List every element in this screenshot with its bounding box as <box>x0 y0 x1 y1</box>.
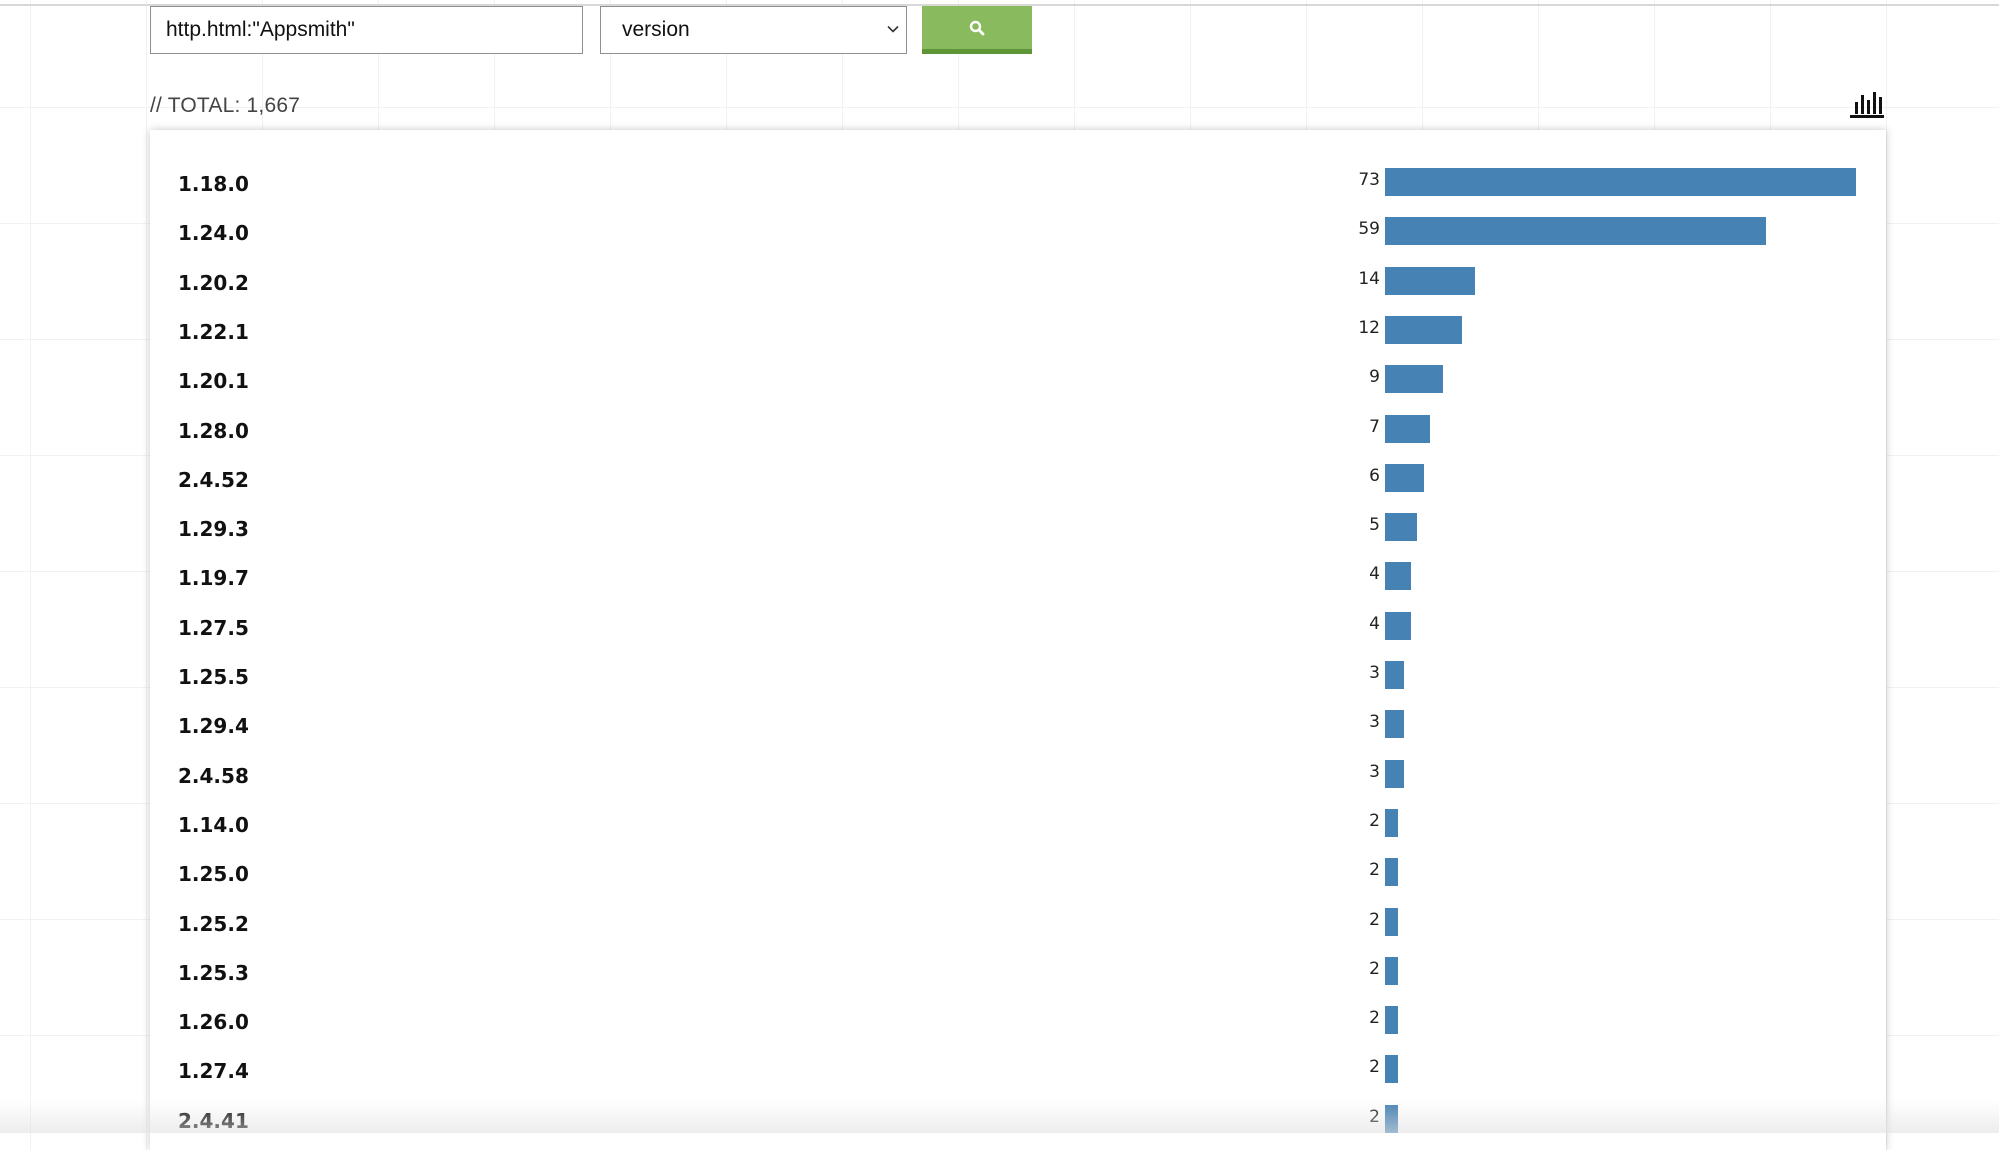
facet-row[interactable]: 1.18.0 73 <box>150 157 1886 206</box>
facet-row[interactable]: 1.25.3 2 <box>150 946 1886 995</box>
facet-row-bar <box>1385 217 1766 246</box>
facet-row-bar <box>1385 1055 1398 1084</box>
facet-row-count: 3 <box>1369 712 1380 733</box>
facet-row-label[interactable]: 1.29.4 <box>178 714 249 739</box>
facet-row-bar <box>1385 365 1443 394</box>
facet-row-bar <box>1385 562 1411 591</box>
facet-row-count: 5 <box>1369 515 1380 536</box>
facet-row-bar <box>1385 661 1404 689</box>
facet-row[interactable]: 1.24.0 59 <box>150 206 1886 255</box>
facet-row-count: 4 <box>1369 613 1380 634</box>
facet-row[interactable]: 1.25.2 2 <box>150 897 1886 946</box>
total-count: // TOTAL: 1,667 <box>150 94 301 117</box>
facet-row[interactable]: 1.22.1 12 <box>150 305 1886 354</box>
facet-row[interactable]: 1.27.4 2 <box>150 1044 1886 1093</box>
facet-row[interactable]: 1.29.4 3 <box>150 699 1886 748</box>
facet-row-count: 2 <box>1369 909 1380 930</box>
facet-row-count: 14 <box>1358 268 1380 289</box>
facet-row-bar <box>1385 1006 1398 1035</box>
facet-row-count: 2 <box>1369 958 1380 979</box>
facet-row[interactable]: 1.14.0 2 <box>150 798 1886 847</box>
facet-row-bar <box>1385 168 1856 196</box>
facet-row-count: 3 <box>1369 761 1380 782</box>
facet-row[interactable]: 1.27.5 4 <box>150 601 1886 650</box>
facet-row-label[interactable]: 1.18.0 <box>178 172 249 196</box>
facet-row-label[interactable]: 1.24.0 <box>178 221 249 246</box>
facet-row-count: 59 <box>1358 219 1380 240</box>
facet-row-count: 7 <box>1369 416 1380 437</box>
magnifier-icon <box>969 20 985 36</box>
facet-row-label[interactable]: 1.25.3 <box>178 960 249 985</box>
facet-row[interactable]: 1.25.5 3 <box>150 650 1886 699</box>
facet-row-count: 2 <box>1369 810 1380 831</box>
top-divider <box>0 4 1999 6</box>
facet-row-count: 9 <box>1369 367 1380 388</box>
facet-row-count: 12 <box>1358 317 1380 338</box>
facet-row-label[interactable]: 1.19.7 <box>178 566 249 591</box>
facet-row-label[interactable]: 2.4.41 <box>178 1108 249 1133</box>
facet-row-bar <box>1385 1104 1398 1133</box>
search-input[interactable] <box>150 6 583 54</box>
facet-row-count: 73 <box>1358 170 1380 190</box>
facet-row-label[interactable]: 1.26.0 <box>178 1010 249 1035</box>
facet-row-bar <box>1385 266 1475 295</box>
facet-row-bar <box>1385 858 1398 887</box>
facet-row[interactable]: 1.20.1 9 <box>150 354 1886 403</box>
search-button[interactable] <box>922 6 1032 54</box>
facet-row-label[interactable]: 2.4.52 <box>178 467 249 492</box>
facet-row[interactable]: 1.29.3 5 <box>150 502 1886 551</box>
facet-row-count: 2 <box>1369 1057 1380 1078</box>
facet-row[interactable]: 2.4.58 3 <box>150 749 1886 798</box>
facet-row-count: 2 <box>1369 860 1380 881</box>
facet-row[interactable]: 2.4.41 2 <box>150 1094 1886 1143</box>
facet-results-panel: 1.18.0 73 1.24.0 59 1.20.2 14 1.22.1 12 1.20.1 9 1… <box>150 130 1886 1150</box>
facet-row-count: 2 <box>1369 1106 1380 1127</box>
facet-row-bar <box>1385 463 1424 492</box>
facet-row-label[interactable]: 1.25.2 <box>178 911 249 936</box>
facet-row-label[interactable]: 1.22.1 <box>178 319 249 344</box>
facet-row-label[interactable]: 1.25.0 <box>178 862 249 887</box>
facet-row[interactable]: 2.4.52 6 <box>150 453 1886 502</box>
facet-row-bar <box>1385 956 1398 985</box>
facet-row-bar <box>1385 611 1411 640</box>
facet-row-label[interactable]: 2.4.58 <box>178 763 249 788</box>
facet-row[interactable]: 1.19.7 4 <box>150 551 1886 600</box>
facet-row[interactable]: 1.20.2 14 <box>150 256 1886 305</box>
facet-row-bar <box>1385 414 1430 443</box>
facet-row-label[interactable]: 1.25.5 <box>178 665 249 689</box>
facet-row-count: 6 <box>1369 465 1380 486</box>
facet-row-label[interactable]: 1.20.2 <box>178 270 249 295</box>
facet-row-bar <box>1385 759 1404 788</box>
facet-row[interactable]: 1.28.0 7 <box>150 404 1886 453</box>
facet-row-bar <box>1385 710 1404 739</box>
facet-row-label[interactable]: 1.28.0 <box>178 418 249 443</box>
facet-row-bar <box>1385 315 1462 344</box>
facet-row-label[interactable]: 1.27.5 <box>178 615 249 640</box>
facet-row-bar <box>1385 808 1398 837</box>
facet-row-bar <box>1385 907 1398 936</box>
facet-row-bar <box>1385 513 1417 542</box>
facet-row-label[interactable]: 1.29.3 <box>178 517 249 542</box>
facet-row[interactable]: 1.25.0 2 <box>150 847 1886 896</box>
facet-select[interactable]: version <box>600 6 907 54</box>
facet-row-label[interactable]: 1.27.4 <box>178 1059 249 1084</box>
facet-row-label[interactable]: 1.20.1 <box>178 369 249 394</box>
chevron-down-icon <box>887 25 899 33</box>
facet-row-count: 4 <box>1369 564 1380 585</box>
facet-row[interactable]: 1.26.0 2 <box>150 995 1886 1044</box>
facet-row-count: 2 <box>1369 1008 1380 1029</box>
facet-row-count: 3 <box>1369 663 1380 683</box>
facet-row-label[interactable]: 1.14.0 <box>178 812 249 837</box>
bar-chart-icon[interactable] <box>1850 91 1884 119</box>
facet-select-value: version <box>622 18 690 41</box>
